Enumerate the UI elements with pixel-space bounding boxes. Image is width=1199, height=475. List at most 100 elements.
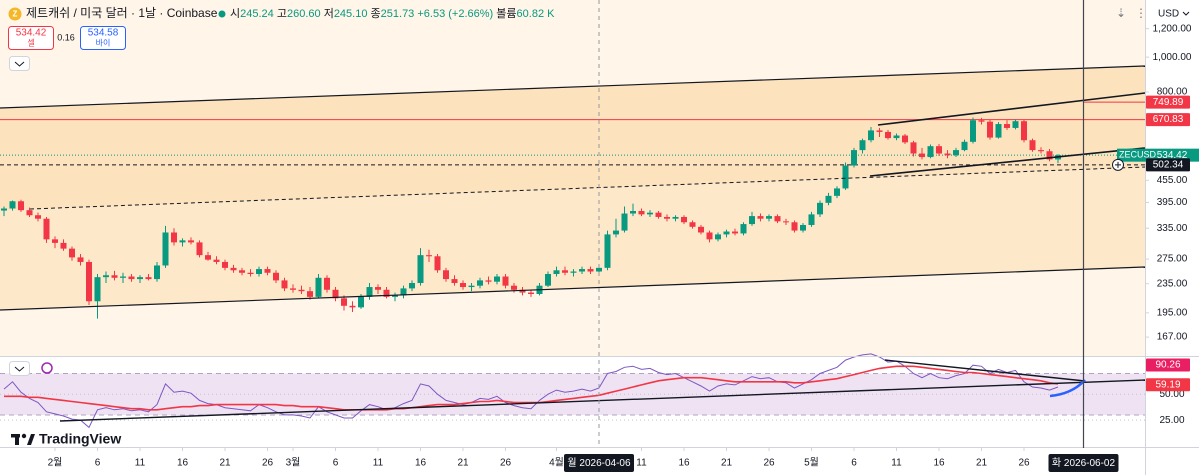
download-icon[interactable]: ⇣ xyxy=(1116,6,1126,20)
candle-body xyxy=(137,277,143,280)
x-tick-label: 5월 xyxy=(804,457,819,469)
candle-body xyxy=(392,295,398,297)
x-tick-label: 26 xyxy=(1018,458,1030,469)
trend-line xyxy=(0,266,1146,311)
candle-body xyxy=(732,231,738,234)
indicator-icon[interactable] xyxy=(41,362,53,374)
y-tick-label: 50.00 xyxy=(1159,389,1184,400)
rsi-line xyxy=(3,353,1059,429)
y-tick-label: 395.00 xyxy=(1157,197,1188,208)
candle-body xyxy=(893,135,900,139)
candle-body xyxy=(579,269,585,272)
candle-body xyxy=(196,242,203,256)
price-tag: 670.83 xyxy=(1153,114,1184,125)
x-tick-label: 16 xyxy=(177,458,189,469)
ohlc-key: 종 xyxy=(371,8,381,20)
x-tick-label: 6 xyxy=(333,458,339,469)
y-tick-label: 195.00 xyxy=(1157,308,1188,319)
candle-body xyxy=(655,212,662,217)
x-tick-label: 11 xyxy=(373,458,384,469)
spread: 0.16 xyxy=(57,32,75,42)
x-tick-label: 26 xyxy=(262,458,274,469)
sell-button[interactable] xyxy=(8,26,54,50)
symbol: 제트캐쉬 / 미국 달러 · 1날 · Coinbase xyxy=(26,6,218,20)
rsi-tag-box xyxy=(1146,378,1190,392)
x-tick-label: 21 xyxy=(976,458,988,469)
collapse-button[interactable] xyxy=(9,361,30,376)
candle-body xyxy=(672,216,679,219)
candle-body xyxy=(256,269,262,274)
candle-body xyxy=(995,124,1002,138)
menu-icon[interactable]: ⋮ xyxy=(1135,6,1147,20)
candle-body xyxy=(324,277,330,290)
candle-body xyxy=(1029,140,1036,151)
add-icon xyxy=(1115,161,1121,168)
candle-body xyxy=(885,131,891,139)
candle-body xyxy=(545,273,551,286)
ohlc-value: 251.73 xyxy=(381,8,415,20)
candle-body xyxy=(774,216,781,222)
candle-body xyxy=(749,216,755,225)
rsi-tag: 90.26 xyxy=(1155,360,1180,371)
collapse-button[interactable] xyxy=(9,56,30,71)
candle-body xyxy=(783,221,789,223)
coin-icon-glyph: Z xyxy=(13,10,18,19)
candle-body xyxy=(35,215,41,219)
crosshair-label: 화 2026-06-02 xyxy=(1052,457,1116,469)
x-tick-label: 11 xyxy=(891,458,902,469)
x-tick-label: 16 xyxy=(933,458,945,469)
candle-body xyxy=(213,259,220,262)
y-tick-label: 455.00 xyxy=(1157,175,1188,186)
buy-button[interactable] xyxy=(80,26,126,50)
candle-body xyxy=(1021,121,1027,141)
candle-body xyxy=(740,224,747,234)
ohlc-value: 245.24 xyxy=(240,8,274,20)
candle-body xyxy=(383,289,390,297)
candle-body xyxy=(315,277,322,297)
candle-body xyxy=(468,285,475,288)
candle-body xyxy=(604,234,611,268)
x-tick-label: 21 xyxy=(457,458,469,469)
candle-body xyxy=(817,202,823,215)
candle-body xyxy=(358,296,364,308)
candle-body xyxy=(205,255,211,260)
x-tick-label: 2월 xyxy=(48,457,63,469)
y-tick-label: 25.00 xyxy=(1159,415,1184,426)
chevron xyxy=(14,366,25,372)
price-tag: 502.34 xyxy=(1153,159,1184,170)
candle-body xyxy=(409,283,415,289)
x-tick-label: 3월 xyxy=(286,457,301,469)
y-tick-label: 235.00 xyxy=(1157,278,1188,289)
x-tick-label: 11 xyxy=(135,458,146,469)
logo-part xyxy=(27,434,35,445)
ohlc-key: 시 xyxy=(230,8,240,20)
candle-body xyxy=(162,232,169,266)
candle-body xyxy=(460,283,466,288)
candle-body xyxy=(230,267,237,271)
candle-body xyxy=(366,287,373,297)
candle-body xyxy=(332,289,339,299)
candle-body xyxy=(26,210,33,216)
candle-body xyxy=(528,292,534,294)
candle-body xyxy=(825,195,832,203)
currency[interactable]: USD xyxy=(1158,9,1179,20)
candle-body xyxy=(417,255,424,284)
y-tick-label: 1,000.00 xyxy=(1153,52,1192,63)
candle-body xyxy=(851,150,857,166)
channel-upper-fill xyxy=(0,66,1145,210)
candle-body xyxy=(808,214,815,225)
candle-body xyxy=(689,222,696,227)
candle-body xyxy=(630,210,636,214)
candle-body xyxy=(120,276,126,278)
projection xyxy=(1049,379,1086,398)
volume-key: 볼륨 xyxy=(496,7,516,20)
candle-body xyxy=(18,201,24,211)
change: +6.53 (+2.66%) xyxy=(417,8,493,20)
candle-body xyxy=(868,130,874,141)
candle-body xyxy=(511,285,517,290)
candle-body xyxy=(570,271,577,273)
candle-body xyxy=(698,226,704,233)
candle-body xyxy=(375,287,381,290)
price-tag-box xyxy=(1146,113,1190,127)
